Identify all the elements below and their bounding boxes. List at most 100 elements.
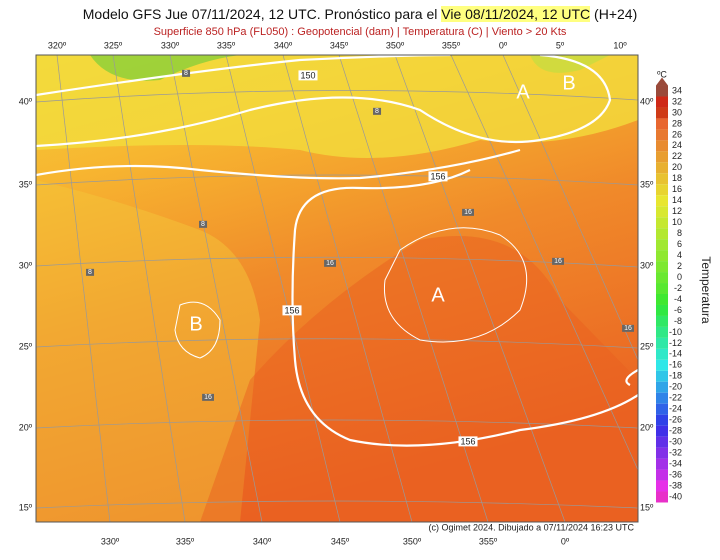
latitude-label: 35º [640, 179, 654, 189]
colorbar-tick-label: -34 [669, 458, 682, 468]
geopotential-label: 150 [300, 70, 315, 80]
colorbar-cell [656, 140, 668, 152]
colorbar-tick-label: -2 [674, 283, 682, 293]
longitude-label: 350º [386, 40, 405, 50]
temperature-label-box [324, 259, 336, 267]
longitude-label: 0º [561, 536, 570, 546]
title-highlight: Vie 08/11/2024, 12 UTC [441, 6, 591, 22]
latitude-label: 25º [640, 341, 654, 351]
colorbar-cell [656, 217, 668, 229]
temperature-label-box [182, 69, 191, 77]
map-area [36, 55, 638, 522]
longitude-label: 5º [556, 40, 565, 50]
geopotential-label: 156 [460, 436, 475, 446]
longitude-label: 350º [403, 536, 422, 546]
colorbar-cell [656, 151, 668, 163]
warm-region [200, 236, 638, 522]
longitude-label: 345º [330, 40, 349, 50]
colorbar-tick-label: 28 [672, 118, 682, 128]
geopotential-label: 156 [430, 171, 445, 181]
temperature-label-box [552, 257, 564, 265]
colorbar-cell [656, 337, 668, 349]
colorbar-cell [656, 392, 668, 404]
colorbar-tick-label: 10 [672, 217, 682, 227]
temperature-label: 16 [464, 209, 472, 216]
longitude-label: 325º [104, 40, 123, 50]
temperature-label: 16 [554, 258, 562, 265]
longitude-label: 330º [101, 536, 120, 546]
temperature-label-box [462, 208, 474, 216]
colorbar-tick-label: 12 [672, 206, 682, 216]
latitude-label: 40º [19, 96, 33, 106]
colorbar-cell [656, 118, 668, 130]
latitude-label: 30º [19, 260, 33, 270]
temperature-label-box [199, 220, 208, 228]
colorbar-tick-label: 18 [672, 173, 682, 183]
geopotential-label: 156 [284, 305, 299, 315]
title: Modelo GFS Jue 07/11/2024, 12 UTC. Pronó… [0, 6, 720, 22]
subtitle: Superficie 850 hPa (FL050) : Geopotencia… [153, 26, 567, 38]
colorbar-tick-label: -36 [669, 469, 682, 479]
geopotential-label-box [428, 171, 448, 182]
colorbar-tick-label: 14 [672, 195, 682, 205]
colorbar-cell [656, 294, 668, 305]
colorbar-tick-label: 32 [672, 96, 682, 106]
colorbar-tick-label: -12 [669, 338, 682, 348]
colorbar-arrow [656, 77, 668, 86]
colorbar-cell [656, 326, 668, 338]
longitude-label: 340º [253, 536, 272, 546]
colorbar-tick-label: 26 [672, 129, 682, 139]
latitude-label: 15º [19, 502, 33, 512]
colorbar-tick-label: 30 [672, 107, 682, 117]
longitude-label: 320º [48, 40, 67, 50]
colorbar-tick-label: 16 [672, 184, 682, 194]
colorbar-tick-label: -26 [669, 415, 682, 425]
colorbar-cell [656, 250, 668, 262]
longitude-label: 330º [161, 40, 180, 50]
temperature-label-box [622, 324, 634, 332]
colorbar-cell [656, 239, 668, 251]
colorbar-unit: ºC [657, 69, 667, 79]
colorbar-cell [656, 228, 668, 240]
colorbar-cell [656, 381, 668, 393]
colorbar-tick-label: 22 [672, 151, 682, 161]
latitude-label: 20º [19, 422, 33, 432]
colorbar-cell [656, 173, 668, 185]
colorbar-tick-label: 20 [672, 162, 682, 172]
colorbar-tick-label: -8 [674, 316, 682, 326]
colorbar-cell [656, 359, 668, 371]
colorbar-tick-label: -30 [669, 437, 682, 447]
colorbar-tick-label: 34 [672, 85, 682, 95]
colorbar-cell [656, 272, 668, 284]
colorbar-cell [656, 458, 668, 470]
colorbar-tick-label: -16 [669, 360, 682, 370]
colorbar-tick-label: -14 [669, 349, 682, 359]
colorbar-tick-label: -38 [669, 480, 682, 490]
map-frame [35, 54, 639, 523]
colorbar-tick-label: 4 [677, 250, 682, 260]
colorbar-cell [656, 107, 668, 119]
latitude-label: 25º [19, 341, 33, 351]
colorbar-cell [656, 162, 668, 174]
colorbar-cell [656, 85, 668, 97]
cool-region [36, 55, 638, 158]
geopotential-label-box [458, 436, 478, 447]
temperature-label: 16 [326, 260, 334, 267]
colorbar-cell [656, 96, 668, 108]
colorbar-tick-label: -18 [669, 371, 682, 381]
pressure-center: B [189, 313, 202, 335]
colorbar-tick-label: -24 [669, 404, 682, 414]
temperature-contours [174, 227, 528, 359]
colorbar-cell [656, 447, 668, 459]
temperature-label-box [86, 268, 95, 276]
latitude-label: 15º [640, 502, 654, 512]
colorbar-cell [656, 370, 668, 382]
colorbar-title: Temperatura [699, 256, 713, 324]
latitude-label: 30º [640, 260, 654, 270]
colorbar-cell [656, 304, 668, 316]
geopotential-label-box [298, 70, 318, 81]
temperature-label: 16 [204, 394, 212, 401]
colorbar-tick-label: 2 [677, 261, 682, 271]
